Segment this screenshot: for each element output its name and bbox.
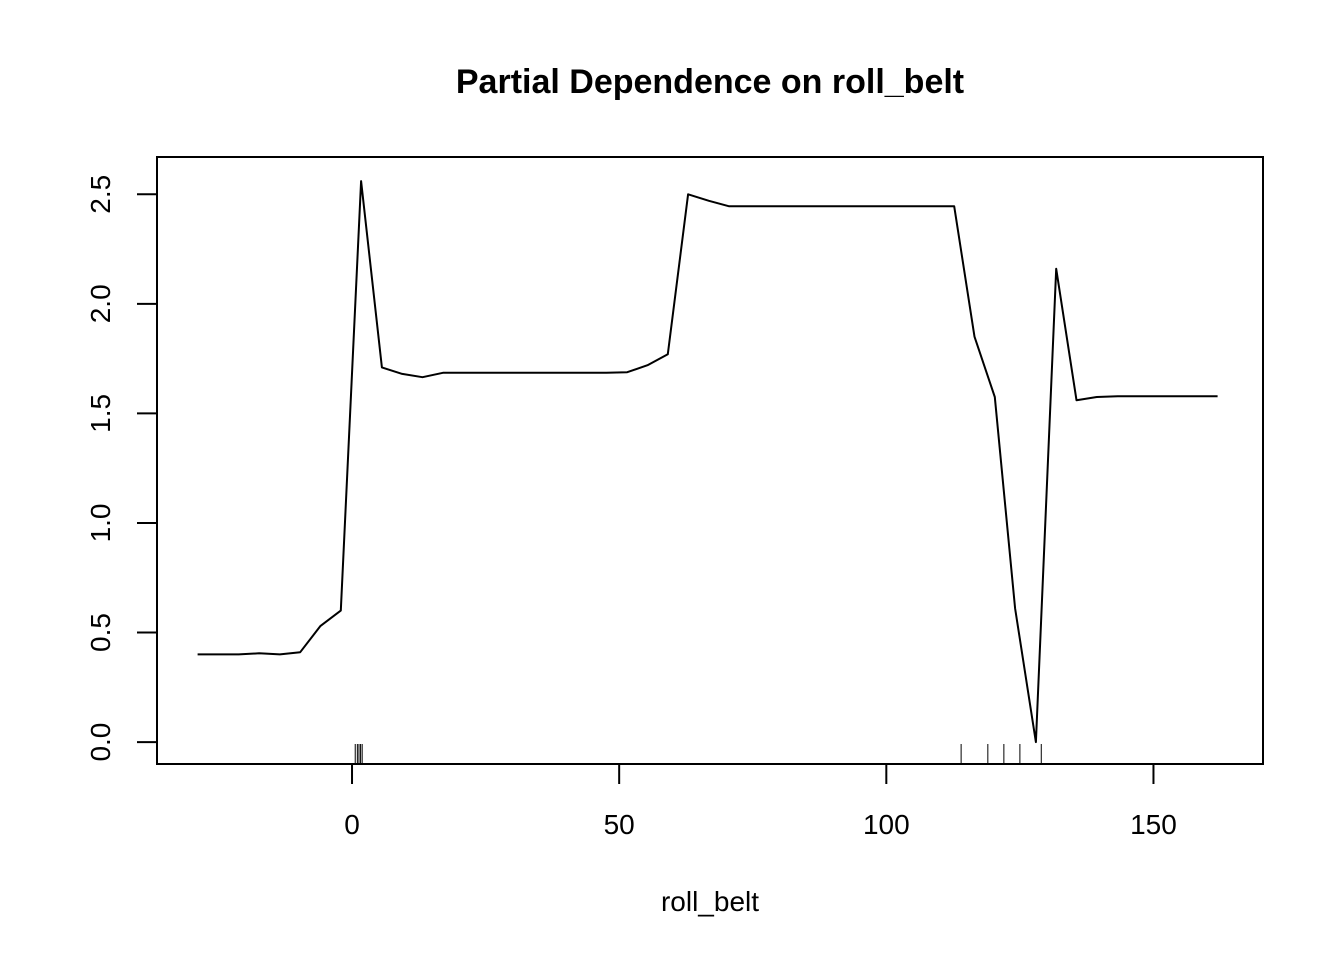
series-line: [197, 180, 1218, 744]
x-tick-label: 100: [863, 809, 910, 840]
y-tick-label: 0.5: [85, 613, 116, 652]
x-axis: 0 50 100 150: [344, 763, 1177, 840]
y-tick-label: 0.0: [85, 723, 116, 762]
y-tick-label: 2.5: [85, 175, 116, 214]
x-tick-label: 150: [1130, 809, 1177, 840]
y-tick-label: 1.5: [85, 394, 116, 433]
x-axis-label: roll_belt: [661, 886, 759, 917]
series-layer: [197, 180, 1218, 744]
rug-marks: [354, 744, 1042, 764]
y-tick-label: 1.0: [85, 503, 116, 542]
x-tick-label: 50: [604, 809, 635, 840]
plot-frame: [156, 156, 1264, 765]
x-tick-label: 0: [344, 809, 360, 840]
y-axis: 0.0 0.5 1.0 1.5 2.0 2.5: [85, 175, 158, 762]
y-tick-label: 2.0: [85, 284, 116, 323]
chart-title: Partial Dependence on roll_belt: [456, 63, 964, 101]
